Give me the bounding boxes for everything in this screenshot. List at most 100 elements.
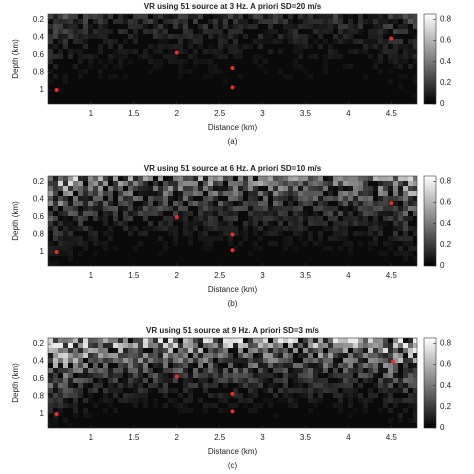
image-cell (118, 206, 123, 211)
image-cell (283, 353, 288, 358)
image-cell (323, 54, 328, 59)
image-cell (123, 398, 128, 403)
image-cell (318, 14, 323, 19)
image-cell (308, 358, 313, 363)
image-cell (98, 14, 103, 19)
image-cell (203, 246, 208, 251)
image-cell (108, 403, 113, 408)
image-cell (308, 74, 313, 79)
image-cell (218, 181, 223, 186)
image-cell (133, 226, 138, 231)
image-cell (83, 373, 88, 378)
image-cell (388, 69, 393, 74)
image-cell (413, 373, 417, 378)
image-cell (358, 14, 363, 19)
image-cell (223, 393, 228, 398)
x-tick-label: 3 (260, 433, 265, 442)
image-cell (243, 201, 248, 206)
image-cell (278, 176, 283, 181)
image-cell (413, 353, 417, 358)
image-cell (198, 236, 203, 241)
image-cell (73, 388, 78, 393)
image-cell (83, 246, 88, 251)
image-cell (103, 34, 108, 39)
image-cell (243, 34, 248, 39)
image-cell (48, 378, 53, 383)
image-cell (88, 378, 93, 383)
image-cell (193, 221, 198, 226)
image-cell (253, 216, 258, 221)
image-cell (248, 388, 253, 393)
marker-point (54, 412, 59, 417)
image-cell (48, 383, 53, 388)
image-cell (258, 211, 263, 216)
image-cell (368, 358, 373, 363)
image-cell (108, 196, 113, 201)
image-cell (233, 358, 238, 363)
image-cell (268, 181, 273, 186)
image-cell (268, 388, 273, 393)
marker-point (174, 215, 179, 220)
colorbar-tick-label: 0.6 (440, 198, 452, 207)
image-cell (233, 231, 238, 236)
image-cell (58, 54, 63, 59)
image-cell (313, 388, 318, 393)
image-cell (388, 54, 393, 59)
image-cell (238, 176, 243, 181)
image-cell (118, 373, 123, 378)
image-cell (93, 358, 98, 363)
image-cell (198, 211, 203, 216)
image-cell (138, 368, 143, 373)
image-cell (363, 49, 368, 54)
image-cell (298, 49, 303, 54)
image-cell (148, 191, 153, 196)
image-cell (148, 338, 153, 343)
image-cell (128, 398, 133, 403)
image-cell (403, 206, 408, 211)
image-cell (128, 383, 133, 388)
image-cell (298, 353, 303, 358)
image-cell (108, 398, 113, 403)
image-cell (98, 59, 103, 64)
image-cell (153, 196, 158, 201)
image-cell (293, 363, 298, 368)
image-cell (393, 196, 398, 201)
image-cell (328, 363, 333, 368)
image-cell (378, 29, 383, 34)
image-cell (203, 59, 208, 64)
image-cell (313, 216, 318, 221)
x-tick-label: 3.5 (300, 271, 312, 280)
image-cell (403, 14, 408, 19)
image-cell (348, 383, 353, 388)
image-cell (328, 49, 333, 54)
image-cell (203, 358, 208, 363)
image-cell (408, 216, 413, 221)
image-cell (273, 206, 278, 211)
image-cell (118, 221, 123, 226)
image-cell (333, 206, 338, 211)
image-cell (378, 191, 383, 196)
image-cell (213, 383, 218, 388)
image-cell (393, 54, 398, 59)
image-cell (303, 39, 308, 44)
image-cell (188, 191, 193, 196)
image-cell (238, 54, 243, 59)
image-cell (298, 231, 303, 236)
image-cell (128, 176, 133, 181)
image-cell (283, 176, 288, 181)
image-cell (63, 363, 68, 368)
image-cell (108, 176, 113, 181)
image-cell (153, 186, 158, 191)
image-cell (133, 206, 138, 211)
image-cell (143, 206, 148, 211)
marker-point (230, 85, 235, 90)
image-cell (368, 14, 373, 19)
image-cell (93, 403, 98, 408)
image-cell (173, 343, 178, 348)
image-cell (203, 201, 208, 206)
image-cell (283, 348, 288, 353)
image-cell (248, 191, 253, 196)
image-cell (208, 176, 213, 181)
image-cell (118, 14, 123, 19)
image-cell (318, 398, 323, 403)
